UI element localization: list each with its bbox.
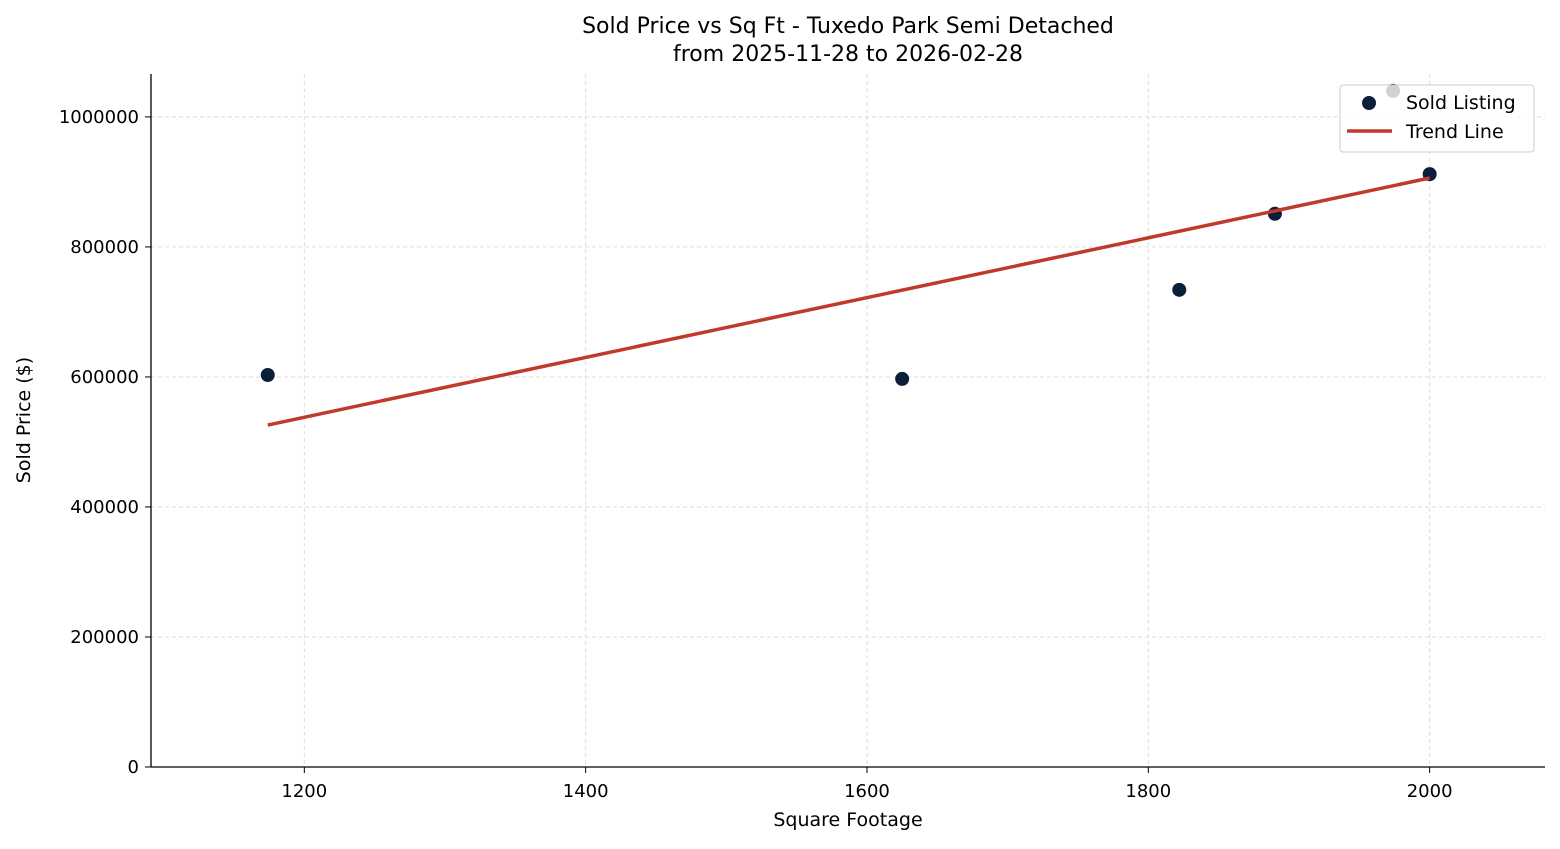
chart-subtitle: from 2025-11-28 to 2026-02-28 [673,42,1023,67]
y-tick-label: 0 [128,757,139,778]
x-tick-label: 1400 [563,781,609,802]
x-tick-label: 1600 [844,781,890,802]
x-tick-label: 1200 [281,781,327,802]
sold-listing-point [1172,282,1187,297]
legend: Sold Listing Trend Line [1339,84,1535,153]
plot-area [260,83,1437,427]
chart-title: Sold Price vs Sq Ft - Tuxedo Park Semi D… [582,14,1114,39]
legend-marker-sold-listing [1362,96,1376,110]
axes: 1200 1400 1600 1800 2000 0 200000 400000 600000 8… [59,74,1545,802]
y-tick-label: 1000000 [59,107,139,128]
y-tick-label: 200000 [70,627,139,648]
grid [151,74,1545,767]
y-tick-label: 400000 [70,497,139,518]
sold-listing-point [260,367,275,382]
sold-listing-point [895,371,910,386]
x-axis-label: Square Footage [773,809,922,831]
x-tick-label: 1800 [1125,781,1171,802]
y-axis-label: Sold Price ($) [13,357,35,483]
trend-line [267,176,1431,427]
legend-label-trend-line: Trend Line [1405,121,1504,143]
x-tick-label: 2000 [1407,781,1453,802]
y-tick-label: 800000 [70,237,139,258]
y-tick-label: 600000 [70,367,139,388]
legend-label-sold-listing: Sold Listing [1406,92,1516,114]
